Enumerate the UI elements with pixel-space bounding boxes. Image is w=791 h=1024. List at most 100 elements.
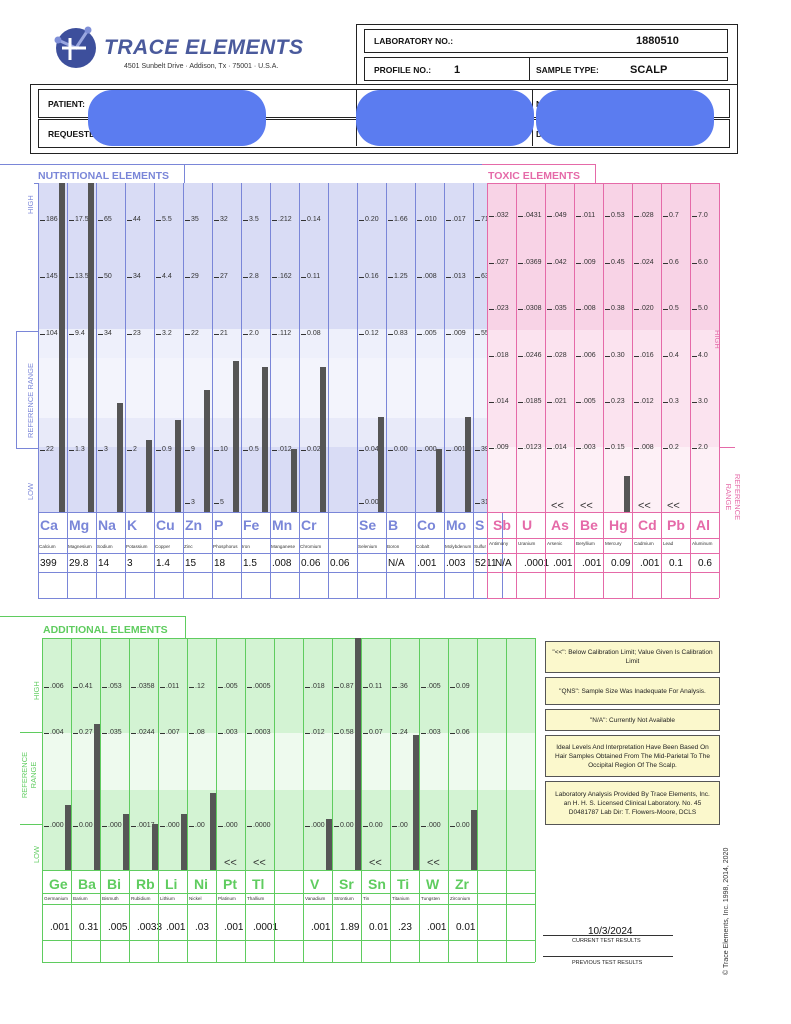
nutritional-tick-label: 0.20 <box>365 216 379 223</box>
nutritional-title: NUTRITIONAL ELEMENTS <box>38 170 170 182</box>
nutritional-bar-mo <box>465 417 471 512</box>
tick-mark <box>243 450 248 451</box>
tick-mark <box>475 220 480 221</box>
element-result: .23 <box>398 922 412 933</box>
additional-row-line <box>42 904 535 905</box>
nutritional-low-label: 5 <box>220 499 224 506</box>
element-name: Titanium <box>392 896 410 901</box>
element-symbol-sr: Sr <box>339 876 354 892</box>
element-result: 0.1 <box>669 558 683 569</box>
tick-mark <box>475 503 480 504</box>
element-result: .03 <box>195 922 209 933</box>
additional-tick-label: .08 <box>195 729 205 736</box>
tick-mark <box>214 220 219 221</box>
additional-tick-label: .035 <box>108 729 122 736</box>
nutritional-row-line <box>38 553 502 554</box>
additional-bar-v <box>326 819 332 870</box>
nutritional-tick-label: .008 <box>423 273 437 280</box>
toxic-tick-label: .035 <box>553 305 567 312</box>
additional-bar-ba <box>94 724 100 870</box>
additional-tick-label: 0.00 <box>340 822 354 829</box>
toxic-tick-label: .009 <box>495 444 509 451</box>
element-name: Arsenic <box>547 541 563 546</box>
nutritional-col-divider <box>386 183 387 598</box>
lab-no-field <box>364 29 728 53</box>
nutritional-tick-label: 5.5 <box>162 216 172 223</box>
additional-tick-label: 0.00 <box>456 822 470 829</box>
additional-col-divider <box>506 638 507 962</box>
element-symbol-fe: Fe <box>243 517 260 533</box>
nutritional-tick-label: 10 <box>220 446 228 453</box>
element-result: 14 <box>98 558 110 569</box>
nutritional-tick-label: 34 <box>104 330 112 337</box>
tick-mark <box>98 220 103 221</box>
below-calibration-flag: << <box>638 500 651 512</box>
tick-mark <box>218 733 223 734</box>
element-result: .001 <box>553 558 573 569</box>
toxic-tick-label: .0308 <box>524 305 542 312</box>
additional-bar-ni <box>210 793 216 870</box>
tick-mark <box>73 826 78 827</box>
tick-mark <box>489 402 494 403</box>
toxic-tick-label: .023 <box>495 305 509 312</box>
additional-bar-ge <box>65 805 71 870</box>
additional-tick-label: .018 <box>311 683 325 690</box>
nutritional-tick-label: 0.9 <box>162 446 172 453</box>
toxic-tick-label: .005 <box>582 398 596 405</box>
tick-mark <box>388 277 393 278</box>
brand-name: TRACE ELEMENTS <box>104 36 304 59</box>
toxic-bar-hg <box>624 476 630 512</box>
nutritional-frame <box>0 164 502 165</box>
additional-tick-label: .000 <box>427 822 441 829</box>
tick-mark <box>518 402 523 403</box>
additional-tick-label: 0.11 <box>369 683 383 690</box>
tick-mark <box>421 687 426 688</box>
tick-mark <box>417 220 422 221</box>
tick-mark <box>605 402 610 403</box>
element-result: 0.09 <box>611 558 631 569</box>
tick-mark <box>634 216 639 217</box>
toxic-row-line <box>487 598 719 599</box>
tick-mark <box>359 277 364 278</box>
element-symbol-hg: Hg <box>609 517 628 533</box>
toxic-tick-label: .042 <box>553 259 567 266</box>
additional-bar-bi <box>123 814 129 870</box>
tick-mark <box>518 216 523 217</box>
nutritional-axis-low: LOW <box>26 482 35 500</box>
tick-mark <box>446 220 451 221</box>
tick-mark <box>475 277 480 278</box>
additional-tick-label: 0.27 <box>79 729 93 736</box>
nutritional-tick-label: 27 <box>220 273 228 280</box>
toxic-tick-label: .032 <box>495 212 509 219</box>
nutritional-bar-ca <box>59 183 65 512</box>
additional-top-line <box>42 638 535 639</box>
additional-tick-label: .005 <box>427 683 441 690</box>
nutritional-tick-label: 3 <box>104 446 108 453</box>
tick-mark <box>417 277 422 278</box>
nutritional-tick-label: 0.00 <box>394 446 408 453</box>
tick-mark <box>40 334 45 335</box>
tick-mark <box>388 220 393 221</box>
tick-mark <box>547 216 552 217</box>
element-result: N/A <box>495 558 512 569</box>
nutritional-tick-label: 35 <box>191 216 199 223</box>
toxic-tick-label: .006 <box>582 352 596 359</box>
legend-qns: "QNS": Sample Size Was Inadequate For An… <box>545 677 720 705</box>
nutritional-tick-label: 186 <box>46 216 58 223</box>
tick-mark <box>663 402 668 403</box>
additional-tick-label: .006 <box>50 683 64 690</box>
element-symbol-ti: Ti <box>397 876 410 892</box>
element-symbol-s: S <box>475 517 485 533</box>
toxic-tick-label: .027 <box>495 259 509 266</box>
element-result: .001 <box>427 922 447 933</box>
legend-na: "N/A": Currently Not Available <box>545 709 720 731</box>
tick-mark <box>73 733 78 734</box>
nutritional-bar-na <box>117 403 123 512</box>
additional-bar-rb <box>152 824 158 870</box>
element-result: 5211 <box>475 558 497 569</box>
element-name: Uranium <box>518 541 536 546</box>
tick-mark <box>489 448 494 449</box>
element-result: .005 <box>108 922 128 933</box>
element-result: .0033 <box>137 922 163 933</box>
tick-mark <box>40 277 45 278</box>
